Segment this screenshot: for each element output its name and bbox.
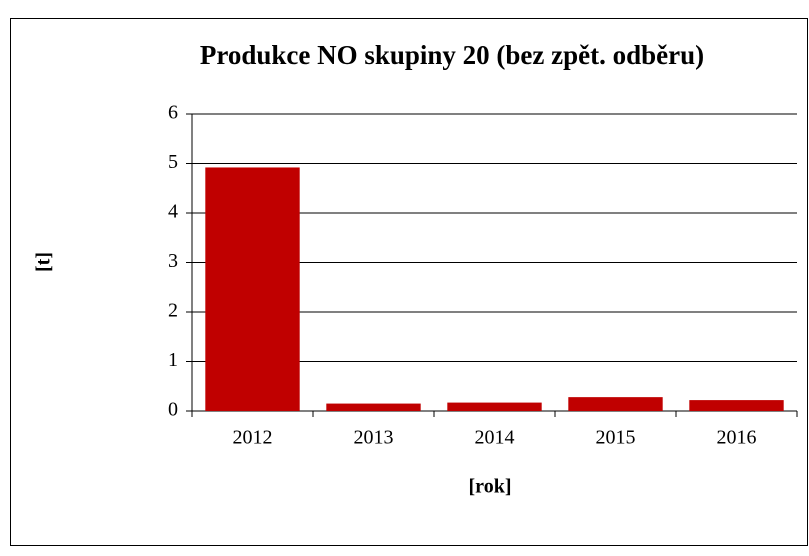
y-tick-label: 4	[168, 201, 178, 223]
y-tick-label: 6	[168, 102, 178, 124]
x-tick-label: 2016	[717, 427, 757, 449]
bar	[205, 167, 300, 411]
bar	[447, 402, 542, 411]
y-tick-label: 2	[168, 300, 178, 322]
y-tick-label: 5	[168, 151, 178, 173]
chart-title: Produkce NO skupiny 20 (bez zpět. odběru…	[200, 40, 704, 70]
x-axis-label: [rok]	[469, 476, 512, 498]
bar	[689, 400, 784, 411]
bar	[568, 397, 663, 411]
y-tick-label: 1	[168, 349, 178, 371]
y-axis-label: [t]	[33, 252, 55, 272]
bar	[326, 403, 421, 411]
x-tick-label: 2015	[596, 427, 636, 449]
x-tick-label: 2012	[233, 427, 273, 449]
chart-border	[10, 18, 808, 546]
y-tick-label: 0	[168, 399, 178, 421]
y-tick-label: 3	[168, 250, 178, 272]
x-tick-label: 2014	[475, 427, 515, 449]
x-tick-label: 2013	[354, 427, 394, 449]
